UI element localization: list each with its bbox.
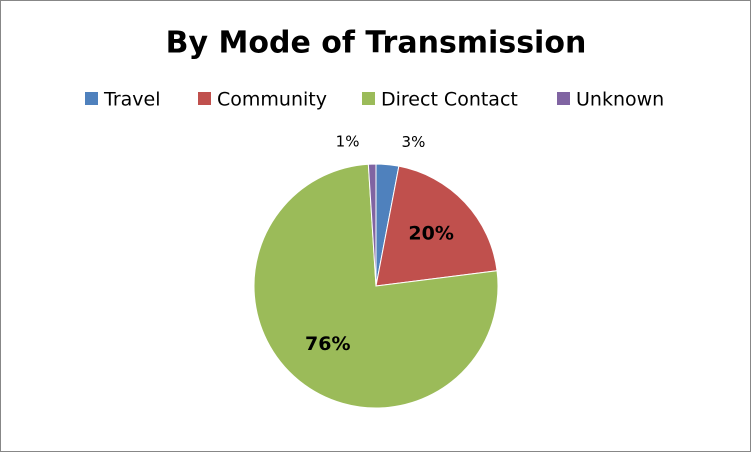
legend-label: Direct Contact — [381, 89, 518, 111]
data-label: 3% — [402, 133, 426, 151]
legend-label: Unknown — [576, 89, 664, 111]
legend-swatch — [85, 92, 98, 105]
legend-label: Community — [217, 89, 327, 111]
chart-title: By Mode of Transmission — [166, 26, 587, 61]
pie-slice — [375, 165, 498, 287]
data-label: 76% — [305, 333, 350, 355]
legend-swatch — [362, 92, 375, 105]
legend-swatch — [557, 92, 570, 105]
legend-label: Travel — [103, 89, 160, 111]
pie-slice — [367, 163, 377, 287]
data-label: 20% — [408, 223, 453, 245]
pie-slice — [253, 163, 499, 409]
data-label: 1% — [336, 133, 360, 151]
legend-swatch — [198, 92, 211, 105]
